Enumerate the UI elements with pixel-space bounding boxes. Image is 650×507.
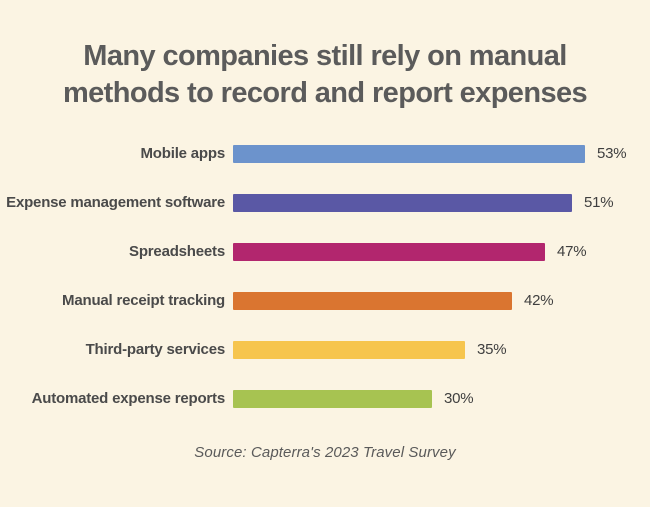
category-label: Expense management software bbox=[6, 194, 225, 211]
category-label: Automated expense reports bbox=[31, 390, 226, 407]
bar-track: 47% bbox=[233, 242, 587, 261]
value-label: 35% bbox=[477, 341, 507, 358]
category-label: Manual receipt tracking bbox=[62, 292, 225, 309]
bar-chart: Mobile apps 53% Expense management softw… bbox=[0, 129, 650, 423]
bar-row-automated-expense-reports: Automated expense reports 30% bbox=[0, 374, 650, 423]
value-label: 47% bbox=[557, 243, 587, 260]
value-label: 51% bbox=[584, 194, 614, 211]
bar-row-expense-management-software: Expense management software 51% bbox=[0, 178, 650, 227]
bar bbox=[233, 193, 572, 212]
bar bbox=[233, 144, 585, 163]
chart-title-line-1: Many companies still rely on manual bbox=[83, 40, 567, 72]
bar-track: 30% bbox=[233, 389, 585, 408]
source-attribution: Source: Capterra's 2023 Travel Survey bbox=[194, 444, 456, 461]
bar-track: 53% bbox=[233, 144, 627, 163]
category-label: Spreadsheets bbox=[129, 243, 225, 260]
bar-row-spreadsheets: Spreadsheets 47% bbox=[0, 227, 650, 276]
value-label: 42% bbox=[524, 292, 554, 309]
chart-title: Many companies still rely on manual meth… bbox=[0, 38, 650, 112]
bar bbox=[233, 340, 465, 359]
bar-row-manual-receipt-tracking: Manual receipt tracking 42% bbox=[0, 276, 650, 325]
bar-row-third-party-services: Third-party services 35% bbox=[0, 325, 650, 374]
chart-title-line-2: methods to record and report expenses bbox=[62, 77, 588, 109]
bar bbox=[233, 291, 512, 310]
bar-row-mobile-apps: Mobile apps 53% bbox=[0, 129, 650, 178]
bar bbox=[233, 242, 545, 261]
category-label: Mobile apps bbox=[140, 145, 226, 162]
bar-track: 51% bbox=[233, 193, 614, 212]
value-label: 53% bbox=[597, 145, 627, 162]
category-label: Third-party services bbox=[85, 341, 226, 358]
bar bbox=[233, 389, 432, 408]
bar-track: 35% bbox=[233, 340, 585, 359]
value-label: 30% bbox=[444, 390, 474, 407]
bar-track: 42% bbox=[233, 291, 585, 310]
